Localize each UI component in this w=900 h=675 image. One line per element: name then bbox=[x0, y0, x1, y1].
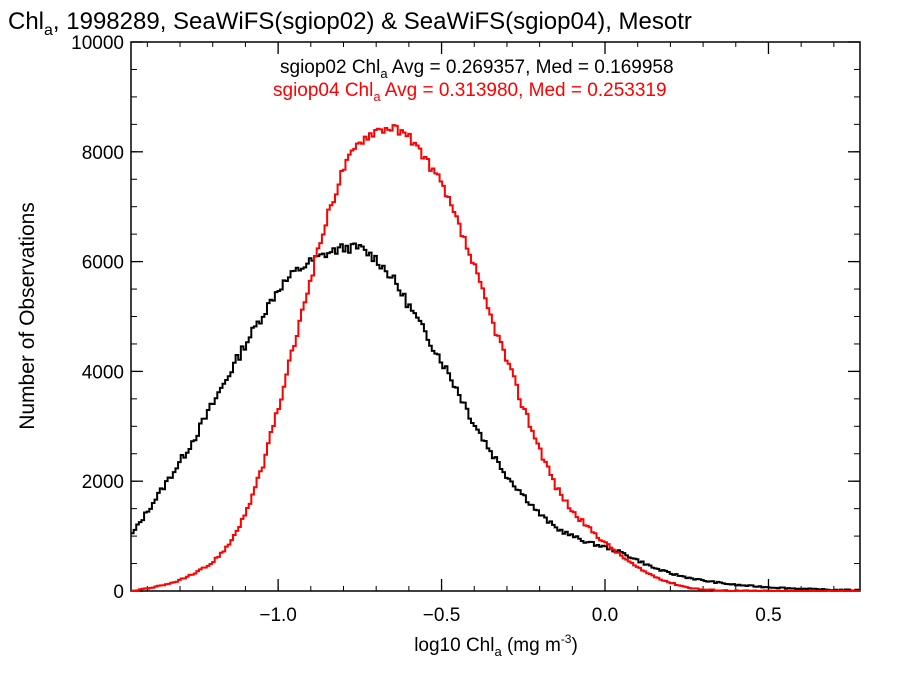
y-tick-label: 8000 bbox=[82, 143, 124, 164]
y-tick-label: 2000 bbox=[82, 472, 124, 493]
x-tick-label: 0.5 bbox=[755, 605, 781, 626]
xlabel-sub: a bbox=[494, 644, 502, 659]
legend-sgiop02-post: Avg = 0.269357, Med = 0.169958 bbox=[388, 57, 674, 78]
xlabel-pre: log10 Chl bbox=[414, 635, 494, 656]
x-tick-label: −1.0 bbox=[259, 605, 297, 626]
series-line-sgiop04 bbox=[131, 124, 860, 592]
xlabel-sup: -3 bbox=[561, 632, 572, 646]
y-tick-label: 4000 bbox=[82, 362, 124, 383]
plot-frame bbox=[130, 41, 861, 592]
title-post: , 1998289, SeaWiFS(sgiop02) & SeaWiFS(sg… bbox=[53, 8, 692, 35]
title-sub: a bbox=[44, 22, 53, 39]
legend-entry-sgiop02: sgiop02 Chla Avg = 0.269357, Med = 0.169… bbox=[280, 57, 674, 81]
legend-sgiop04-sub: a bbox=[373, 89, 381, 104]
y-tick-label: 6000 bbox=[82, 253, 124, 274]
y-tick-label: 0 bbox=[113, 582, 124, 603]
legend-sgiop04-post: Avg = 0.313980, Med = 0.253319 bbox=[381, 80, 667, 101]
x-tick-label: 0.0 bbox=[592, 605, 618, 626]
axis-ticks: −1.0 −0.5 0.0 0.5 0 2000 4000 6000 8000 10000 bbox=[71, 33, 860, 626]
y-tick-label: 10000 bbox=[71, 33, 124, 54]
x-tick-label: −0.5 bbox=[423, 605, 461, 626]
xlabel-post: ) bbox=[571, 635, 577, 656]
x-axis-label: log10 Chla (mg m-3) bbox=[414, 632, 578, 659]
legend-sgiop04-pre: sgiop04 Chl bbox=[273, 80, 373, 101]
title-pre: Chl bbox=[8, 8, 44, 35]
series-line-sgiop02 bbox=[131, 242, 860, 592]
series-layer bbox=[131, 124, 860, 592]
xlabel-mid: (mg m bbox=[502, 635, 561, 656]
legend-sgiop02-sub: a bbox=[380, 66, 388, 81]
legend-sgiop02-pre: sgiop02 Chl bbox=[280, 57, 380, 78]
legend-entry-sgiop04: sgiop04 Chla Avg = 0.313980, Med = 0.253… bbox=[273, 80, 667, 104]
chart-title: Chla, 1998289, SeaWiFS(sgiop02) & SeaWiF… bbox=[8, 8, 692, 39]
y-axis-label: Number of Observations bbox=[16, 202, 39, 430]
